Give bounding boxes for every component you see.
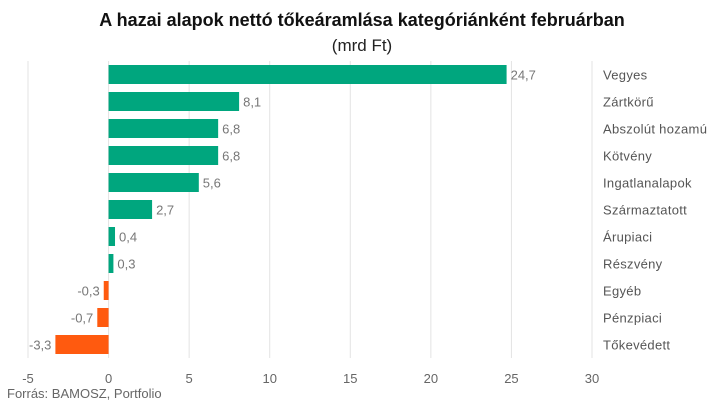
x-tick-label: -5 <box>22 371 34 386</box>
chart-title: A hazai alapok nettó tőkeáramlása kategó… <box>99 10 625 30</box>
bar <box>108 254 114 273</box>
bar <box>108 200 153 219</box>
x-tick-label: 30 <box>585 371 599 386</box>
data-label: 2,7 <box>156 203 174 218</box>
category-label: Zártkörű <box>603 95 654 110</box>
data-label: -3,3 <box>29 338 51 353</box>
category-label: Ingatlanalapok <box>603 176 692 191</box>
data-label: 0,4 <box>119 230 137 245</box>
bar <box>108 173 199 192</box>
data-label: -0,3 <box>77 284 99 299</box>
data-label: 5,6 <box>203 176 221 191</box>
category-label: Egyéb <box>603 284 641 299</box>
category-label: Pénzpiaci <box>603 311 662 326</box>
data-label: 0,3 <box>117 257 135 272</box>
category-label: Kötvény <box>603 149 652 164</box>
bar <box>103 281 109 300</box>
x-tick-label: 25 <box>504 371 518 386</box>
x-tick-label: 5 <box>186 371 193 386</box>
category-label: Abszolút hozamú <box>603 122 707 137</box>
category-label: Tőkevédett <box>603 338 670 353</box>
bar <box>97 308 109 327</box>
x-tick-label: 0 <box>105 371 112 386</box>
data-label: -0,7 <box>71 311 93 326</box>
data-label: 24,7 <box>511 68 536 83</box>
bar <box>108 146 219 165</box>
category-label: Vegyes <box>603 68 648 83</box>
x-tick-label: 10 <box>262 371 276 386</box>
x-tick-label: 15 <box>343 371 357 386</box>
x-tick-label: 20 <box>424 371 438 386</box>
data-label: 6,8 <box>222 149 240 164</box>
bar <box>55 335 109 354</box>
source-note: Forrás: BAMOSZ, Portfolio <box>7 386 162 401</box>
bar <box>108 227 116 246</box>
data-label: 6,8 <box>222 122 240 137</box>
bar <box>108 119 219 138</box>
bar <box>108 65 507 84</box>
category-label: Részvény <box>603 257 663 272</box>
category-label: Árupiaci <box>603 230 652 245</box>
chart-subtitle: (mrd Ft) <box>331 36 393 55</box>
data-label: 8,1 <box>243 95 261 110</box>
category-label: Származtatott <box>603 203 687 218</box>
bar <box>108 92 240 111</box>
